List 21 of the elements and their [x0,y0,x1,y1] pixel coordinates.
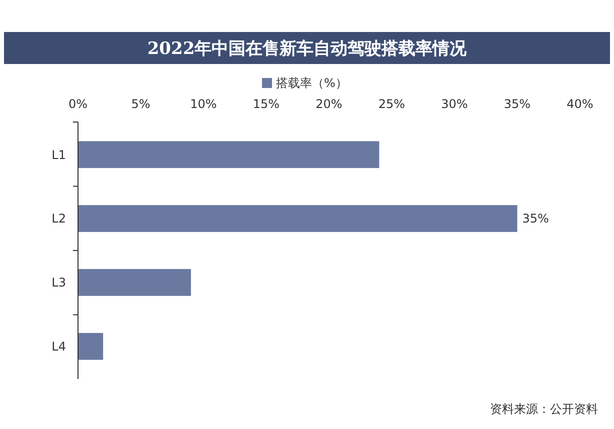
x-tick-label: 35% [504,97,531,111]
x-tick-label: 40% [566,97,594,111]
data-label: 35% [522,212,549,226]
x-tick-label: 5% [131,97,150,111]
x-tick-label: 25% [378,97,406,111]
legend-label: 搭载率（%） [276,76,348,90]
chart-title: 2022年中国在售新车自动驾驶搭载率情况 [147,38,468,59]
x-tick-label: 30% [441,97,468,111]
x-tick-label: 20% [316,97,342,111]
bar [78,205,518,232]
bar [78,269,191,296]
bar [78,141,380,168]
y-tick-label: L2 [52,212,66,226]
x-tick-label: 10% [190,97,217,111]
x-tick-label: 0% [68,97,88,111]
y-tick-label: L4 [52,340,66,354]
x-tick-label: 15% [252,97,280,111]
y-tick-label: L1 [52,148,66,162]
bar [78,332,104,360]
y-tick-label: L3 [52,276,66,290]
text: 资料来源：公开资料 [490,402,598,416]
